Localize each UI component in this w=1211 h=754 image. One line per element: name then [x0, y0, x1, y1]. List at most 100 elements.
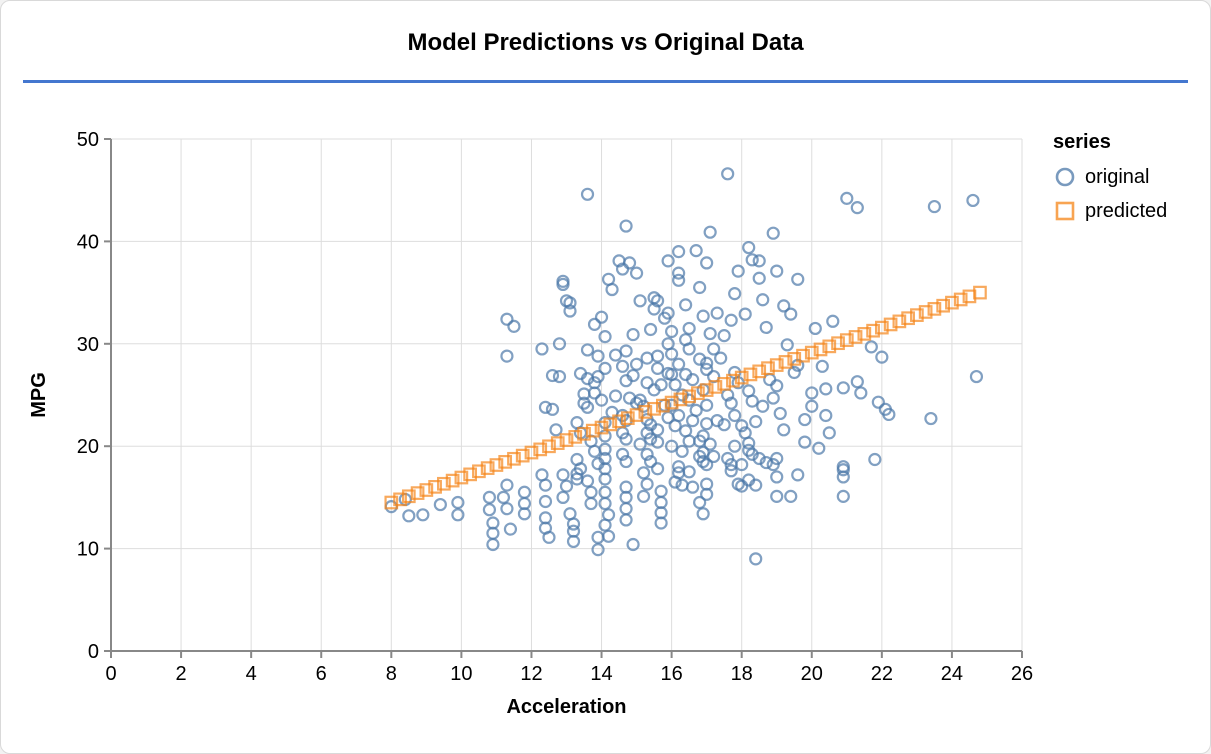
data-point-original [416, 508, 430, 522]
data-point-original [728, 408, 742, 423]
data-point-predicted [410, 486, 425, 500]
data-point-original [668, 419, 682, 433]
data-point-original [654, 516, 668, 530]
data-point-original [700, 398, 714, 412]
data-point-predicted [910, 308, 924, 322]
data-point-original [770, 264, 784, 278]
data-point-original [686, 480, 700, 494]
data-point-original [608, 389, 623, 403]
data-point-predicted [489, 458, 504, 472]
data-point-original [864, 340, 878, 354]
data-point-original [686, 414, 700, 428]
data-point-original [619, 454, 633, 469]
data-point-original [672, 466, 686, 480]
legend-title: series [1053, 131, 1111, 153]
x-tick-label: 22 [871, 663, 893, 685]
data-point-predicted [848, 330, 863, 344]
data-point-original [703, 326, 717, 341]
data-point-original [735, 419, 749, 433]
data-point-original [749, 552, 763, 566]
data-point-original [598, 518, 612, 532]
data-point-original [689, 244, 703, 258]
data-point-original [686, 373, 700, 387]
data-point-original [633, 437, 647, 451]
data-point-original [700, 487, 714, 501]
data-point-predicted [708, 380, 723, 394]
data-point-original [643, 322, 658, 337]
data-point-original [500, 502, 514, 516]
data-point-original [871, 395, 885, 409]
data-point-original [752, 254, 766, 268]
data-point-original [759, 320, 773, 335]
data-point-original [693, 495, 707, 510]
data-point-original [752, 271, 766, 285]
data-point-original [717, 418, 731, 432]
data-point-original [650, 361, 665, 375]
data-point-original [538, 400, 553, 414]
data-point-original [703, 225, 717, 239]
data-point-original [798, 412, 812, 427]
x-tick-label: 4 [246, 663, 257, 685]
data-point-original [598, 442, 612, 456]
data-point-predicted [515, 448, 530, 463]
x-tick-label: 24 [941, 663, 963, 685]
data-point-original [696, 309, 710, 323]
data-point-original [822, 426, 836, 440]
data-point-original [580, 400, 595, 414]
data-point-original [451, 508, 465, 522]
data-point-original [615, 359, 630, 373]
data-point-original [707, 449, 721, 464]
data-point-original [805, 399, 819, 413]
data-point-original [724, 396, 738, 410]
data-point-original [661, 306, 675, 320]
data-point-original [679, 298, 693, 312]
data-point-original [738, 307, 752, 321]
data-point-predicted [892, 314, 907, 329]
data-point-original [749, 415, 763, 429]
data-point-original [629, 357, 644, 371]
data-point-original [766, 226, 780, 240]
data-point-original [728, 439, 742, 453]
chart-title: Model Predictions vs Original Data [407, 29, 804, 56]
data-point-original [850, 201, 864, 215]
data-point-original [500, 349, 514, 363]
data-point-original [724, 464, 738, 478]
data-point-original [665, 439, 679, 453]
data-point-original [752, 451, 766, 466]
data-point-predicted [673, 392, 688, 407]
data-point-original [675, 444, 689, 458]
data-point-original [836, 470, 850, 484]
data-point-predicted [594, 420, 609, 435]
data-point-original [749, 478, 763, 492]
data-point-predicted [603, 417, 618, 432]
data-point-predicted [629, 408, 644, 422]
data-point-predicted [787, 352, 802, 366]
data-point-original [647, 302, 661, 316]
legend: series original predicted [1053, 131, 1167, 226]
y-tick-label: 20 [77, 436, 99, 458]
data-point-original [535, 342, 549, 356]
data-point-original [882, 407, 896, 422]
data-point-original [707, 342, 721, 356]
data-point-original [545, 402, 560, 416]
data-point-original [559, 294, 574, 308]
data-point-original [482, 503, 497, 517]
data-point-predicted [691, 386, 705, 401]
data-point-original [700, 362, 714, 376]
data-point-original [517, 507, 532, 521]
data-point-original [598, 361, 612, 375]
y-tick-label: 30 [77, 334, 99, 356]
data-point-original [868, 452, 882, 467]
data-point-original [819, 408, 833, 423]
data-point-original [496, 490, 511, 504]
data-point-original [486, 537, 500, 552]
data-point-predicted [480, 461, 495, 475]
data-point-predicted [445, 473, 460, 488]
data-point-original [643, 432, 658, 446]
data-point-predicted [620, 411, 635, 425]
data-point-original [672, 357, 686, 371]
data-point-predicted [927, 302, 942, 316]
data-point-predicted [524, 445, 539, 460]
